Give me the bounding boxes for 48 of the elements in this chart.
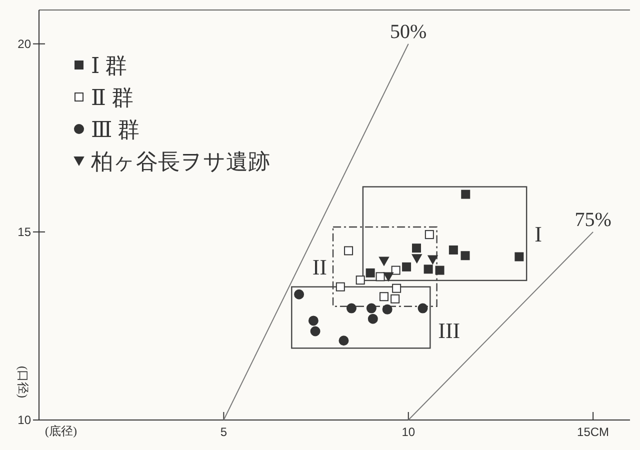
point — [428, 255, 438, 264]
point — [390, 294, 400, 304]
point — [346, 303, 356, 314]
point — [376, 272, 385, 282]
point — [461, 190, 470, 199]
annotation: II — [312, 254, 328, 280]
x-tick-label: 10 — [402, 425, 416, 439]
y-tick-label: 10 — [18, 413, 32, 427]
x-axis-title: (底径) — [45, 424, 77, 438]
point — [344, 246, 354, 256]
annotation: I — [534, 222, 542, 247]
point — [308, 316, 318, 326]
point — [424, 264, 433, 274]
legend-label: Ⅱ 群 — [91, 85, 134, 110]
point — [424, 230, 434, 240]
point — [412, 254, 422, 264]
point — [378, 256, 389, 266]
point — [435, 266, 444, 275]
point — [392, 284, 402, 293]
point — [514, 252, 524, 262]
legend-label: 柏ヶ谷長ヲサ遺跡 — [90, 149, 270, 174]
y-axis-title: (口径) — [16, 366, 30, 398]
point — [368, 314, 378, 324]
point — [356, 276, 365, 285]
series-label: 50% — [390, 20, 427, 43]
legend-label: Ⅰ 群 — [91, 53, 128, 78]
annotation: III — [438, 318, 460, 344]
legend-label: Ⅲ 群 — [91, 117, 140, 142]
point — [338, 336, 349, 346]
y-tick-label: 20 — [18, 36, 32, 51]
point — [448, 245, 458, 254]
point — [382, 304, 392, 314]
point — [336, 282, 345, 292]
point — [402, 262, 412, 272]
y-tick-label: 15 — [18, 224, 32, 239]
series-label: 75% — [574, 208, 612, 231]
point — [310, 326, 320, 336]
point — [294, 289, 304, 300]
point — [412, 244, 421, 253]
point — [383, 272, 394, 282]
point — [366, 303, 376, 314]
x-tick-label: 5 — [220, 425, 228, 439]
point — [418, 303, 428, 314]
x-tick-label: 15CM — [577, 425, 610, 439]
point — [460, 251, 470, 260]
point — [379, 292, 388, 302]
point — [391, 266, 400, 275]
point — [366, 268, 375, 278]
